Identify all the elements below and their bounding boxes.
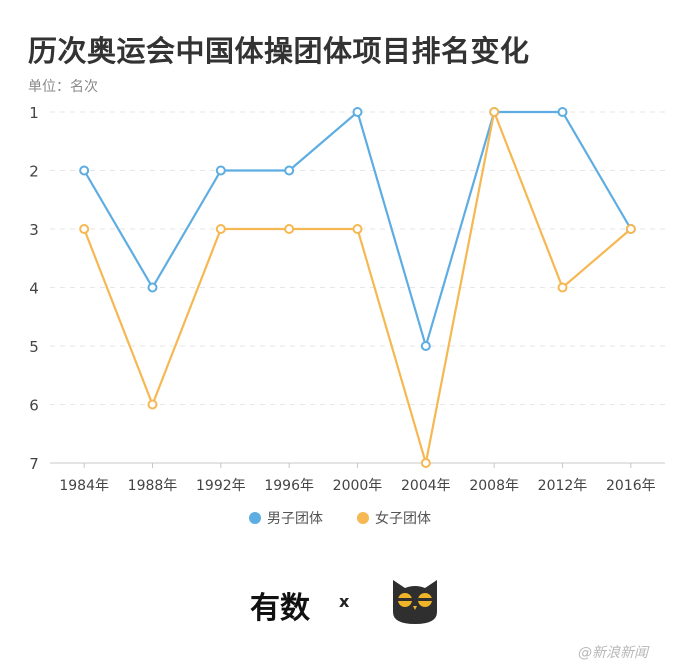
chart-title: 历次奥运会中国体操团体项目排名变化 <box>28 34 530 68</box>
data-point-series-1 <box>557 107 568 117</box>
legend-item[interactable]: 男子团体 <box>249 508 323 528</box>
y-tick-label: 2 <box>29 163 39 181</box>
data-point-series-2 <box>284 224 295 234</box>
brand-logo: 有数 <box>250 591 310 626</box>
legend-label: 男子团体 <box>267 511 323 527</box>
data-point-series-1 <box>352 107 363 117</box>
x-tick-label: 2008年 <box>469 478 519 494</box>
x-tick-label: 1992年 <box>196 478 246 494</box>
x-tick-label: 1984年 <box>59 478 109 494</box>
series-line-2 <box>83 110 632 465</box>
y-tick-label: 5 <box>29 338 39 356</box>
y-unit-label: 单位：名次 <box>28 79 98 95</box>
x-tick-label: 1988年 <box>128 478 178 494</box>
data-point-series-2 <box>215 224 226 234</box>
data-point-series-1 <box>215 165 226 176</box>
data-point-series-2 <box>489 107 500 117</box>
data-point-series-2 <box>625 224 636 234</box>
chart-legend: 男子团体 女子团体 <box>0 508 700 528</box>
data-point-series-2 <box>352 224 363 234</box>
legend-item[interactable]: 女子团体 <box>357 508 431 528</box>
legend-marker <box>357 512 369 524</box>
x-tick-label: 2000年 <box>333 478 383 494</box>
y-tick-label: 3 <box>29 221 39 239</box>
x-tick-label: 2012年 <box>538 478 588 494</box>
data-point-series-1 <box>284 165 295 176</box>
data-point-series-1 <box>147 282 158 293</box>
owl-logo-icon <box>393 580 437 624</box>
data-point-series-2 <box>79 224 90 234</box>
data-point-series-1 <box>420 341 431 351</box>
data-point-series-2 <box>147 399 158 410</box>
x-tick-label: 2004年 <box>401 478 451 494</box>
data-point-series-2 <box>557 282 568 293</box>
data-point-series-1 <box>79 165 90 176</box>
y-tick-label: 6 <box>29 397 39 415</box>
x-tick-label: 2016年 <box>606 478 656 494</box>
line-chart: 1 2 3 4 5 6 7 1984年 1988年 1992年 1996年 2000年 2004年 200… <box>29 104 665 494</box>
logo-separator: x <box>339 592 350 611</box>
y-tick-label: 7 <box>29 455 39 473</box>
y-tick-label: 4 <box>29 280 39 298</box>
x-tick-label: 1996年 <box>264 478 314 494</box>
legend-marker <box>249 512 261 524</box>
data-point-series-2 <box>420 458 431 468</box>
legend-label: 女子团体 <box>375 511 431 527</box>
y-tick-label: 1 <box>29 104 39 122</box>
source-watermark: @新浪新闻 <box>578 645 648 661</box>
